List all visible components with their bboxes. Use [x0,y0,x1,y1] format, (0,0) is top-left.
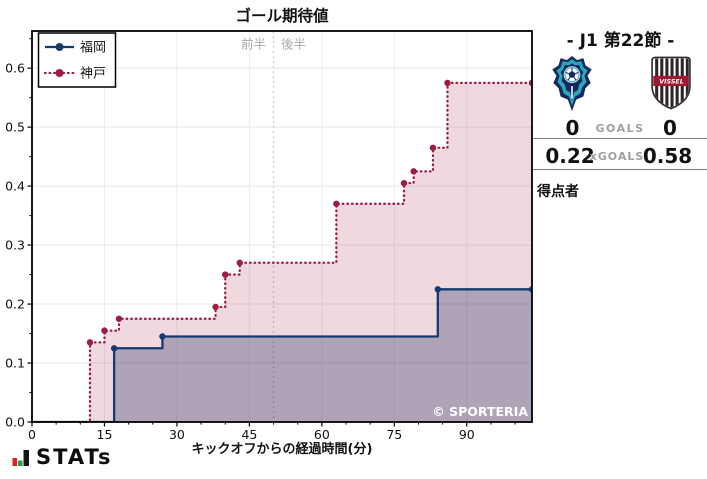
series-kobe-marker [86,339,94,346]
tick-label-y: 0.2 [5,296,25,311]
stats-logo-text: STATs [36,445,113,469]
plot-border [31,30,533,423]
series-fukuoka-area [32,289,532,422]
scorers-label: 得点者 [537,184,579,200]
vissel-kobe-crest-icon: VISSEL [651,56,691,110]
stats-logo: STATs [12,445,113,469]
chart-title: ゴール期待値 [235,6,329,25]
series-fukuoka-marker [159,333,166,340]
tick-label-y: 0.0 [5,414,25,429]
tick-label-x: 90 [459,427,475,442]
tick-label-x: 15 [97,427,113,442]
series-fukuoka-line [32,288,532,422]
svg-text:VISSEL: VISSEL [659,79,684,86]
tick-label-y: 0.6 [5,60,25,75]
series-kobe-marker [444,79,451,87]
legend-label: 福岡 [80,41,106,56]
tick-label-x: 45 [241,427,257,442]
tick-label-y: 0.5 [5,119,25,134]
series-kobe-marker [115,315,123,322]
series-fukuoka-marker [110,345,118,352]
stats-logo-icon [12,450,29,466]
divider-xgoals [533,169,707,170]
home-goals: 0 [565,116,580,140]
avispa-fukuoka-crest-icon [552,56,592,111]
tick-label-x: 30 [169,427,185,442]
series-kobe-marker [236,259,243,266]
tick-label-x: 0 [28,427,36,442]
series-fukuoka-marker [434,286,441,293]
tick-label-y: 0.3 [5,237,25,252]
tick-label-y: 0.4 [5,178,25,193]
tick-label-x: 75 [386,427,402,442]
first-half-label: 前半 [241,37,266,52]
series-kobe-marker [212,303,219,311]
sporteria-watermark: © SPORTERIA [432,404,528,419]
xgoals-label: xGOALS [589,150,645,163]
tick-label-x: 60 [314,427,330,442]
match-title: - J1 第22節 - [566,31,675,51]
legend-label: 神戸 [80,67,106,82]
series-kobe-marker [101,327,108,334]
series-kobe-marker [400,179,408,187]
goals-label: GOALS [595,122,645,135]
series-kobe-area [32,82,532,422]
home-xgoals: 0.22 [545,144,595,168]
legend-item-kobe: 神戸 [43,67,106,82]
series-kobe-marker [333,200,340,207]
divider-goals [533,138,707,139]
series-kobe-marker [222,271,229,278]
series-kobe-marker [429,144,437,151]
away-xgoals: 0.58 [642,144,693,168]
legend-box [37,32,117,88]
legend-item-fukuoka: 福岡 [45,41,106,56]
x-axis-title: キックオフからの経過時間(分) [192,441,373,457]
series-kobe-marker [410,168,417,175]
second-half-label: 後半 [281,37,306,52]
away-goals: 0 [663,116,677,140]
tick-label-y: 0.1 [5,355,25,370]
